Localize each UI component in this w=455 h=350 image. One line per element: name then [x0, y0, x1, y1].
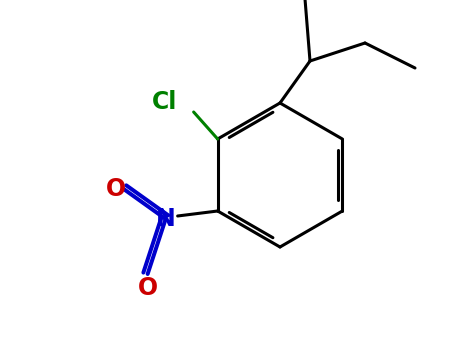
- Text: Cl: Cl: [152, 90, 177, 114]
- Text: O: O: [106, 177, 126, 201]
- Text: N: N: [156, 207, 176, 231]
- Text: O: O: [137, 276, 158, 300]
